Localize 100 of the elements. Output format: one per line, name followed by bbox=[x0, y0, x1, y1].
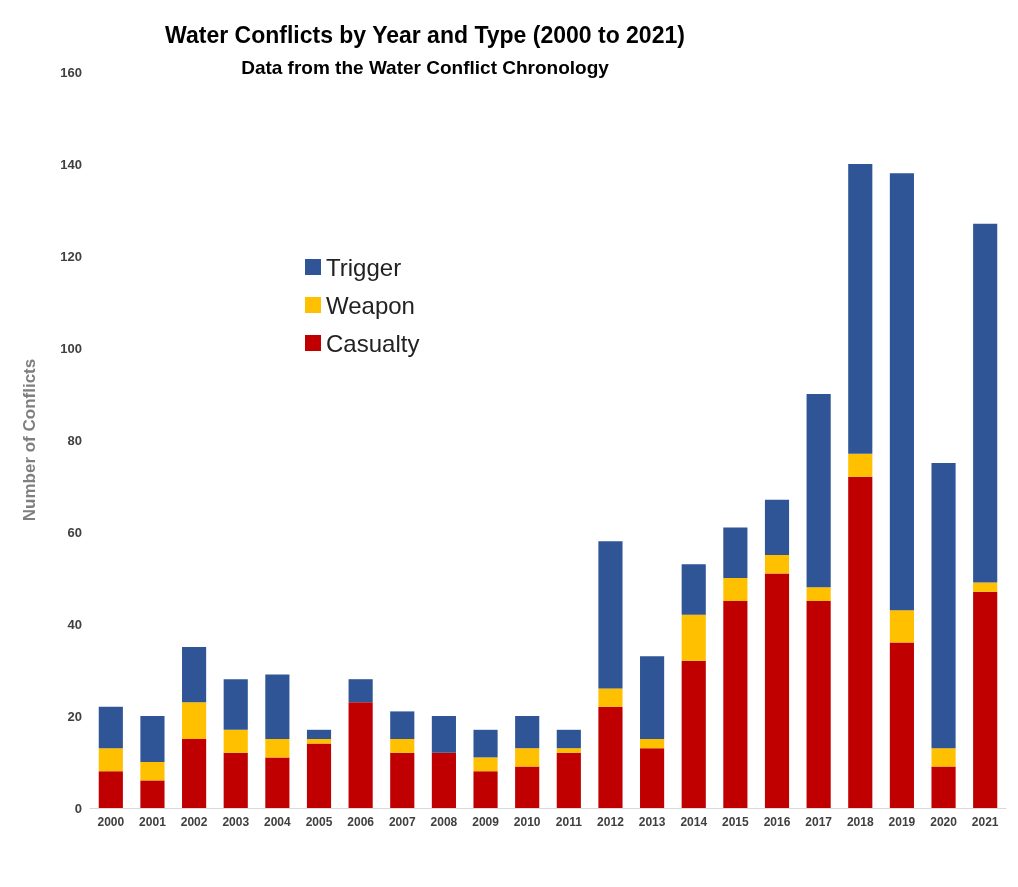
bar bbox=[973, 223, 998, 583]
bar bbox=[931, 463, 956, 749]
bar bbox=[806, 587, 831, 601]
bar bbox=[764, 555, 790, 574]
bar bbox=[182, 647, 207, 703]
bar bbox=[889, 610, 914, 643]
bar bbox=[98, 706, 123, 749]
x-tick-label: 2001 bbox=[139, 815, 167, 829]
bar bbox=[806, 601, 831, 808]
x-tick-label: 2002 bbox=[180, 815, 208, 829]
bar bbox=[182, 739, 207, 808]
bar bbox=[348, 702, 373, 808]
bar bbox=[348, 679, 373, 703]
x-tick-label: 2009 bbox=[472, 815, 500, 829]
chart-title: Water Conflicts by Year and Type (2000 to 2021) bbox=[165, 21, 685, 48]
x-tick-label: 2013 bbox=[638, 815, 666, 829]
bar bbox=[556, 752, 581, 808]
y-axis-title: Number of Conflicts bbox=[20, 358, 39, 522]
y-tick-label: 20 bbox=[67, 708, 82, 724]
bar bbox=[640, 739, 665, 749]
bar bbox=[973, 582, 998, 592]
x-tick-label: 2020 bbox=[930, 815, 958, 829]
bar bbox=[723, 601, 748, 808]
y-tick-label: 80 bbox=[67, 432, 82, 448]
bar bbox=[473, 757, 498, 772]
x-tick-label: 2014 bbox=[680, 815, 708, 829]
bar bbox=[640, 656, 665, 739]
bar bbox=[265, 739, 290, 758]
bar bbox=[390, 711, 415, 739]
x-tick-label: 2011 bbox=[555, 815, 583, 829]
y-tick-label: 160 bbox=[60, 64, 82, 80]
bar bbox=[306, 739, 332, 744]
bar bbox=[806, 394, 831, 588]
bar bbox=[223, 679, 248, 730]
x-tick-label: 2008 bbox=[430, 815, 458, 829]
x-tick-label: 2005 bbox=[305, 815, 333, 829]
bar bbox=[640, 748, 665, 808]
bar bbox=[223, 752, 248, 808]
bar bbox=[556, 729, 581, 749]
x-tick-label: 2003 bbox=[222, 815, 250, 829]
bar bbox=[681, 660, 706, 808]
bar bbox=[140, 762, 165, 781]
bar bbox=[473, 771, 498, 808]
bar bbox=[889, 642, 914, 808]
bar bbox=[390, 752, 415, 808]
bar bbox=[98, 771, 123, 808]
bar bbox=[265, 757, 290, 808]
bar bbox=[265, 674, 290, 739]
bar bbox=[223, 729, 248, 753]
y-tick-label: 40 bbox=[67, 616, 82, 632]
x-tick-label: 2007 bbox=[388, 815, 416, 829]
bar bbox=[473, 729, 498, 758]
bar bbox=[140, 716, 165, 762]
bar bbox=[598, 706, 623, 808]
bar bbox=[848, 164, 873, 454]
bar bbox=[390, 739, 415, 753]
bar bbox=[431, 752, 456, 808]
bar bbox=[931, 748, 956, 767]
x-tick-label: 2010 bbox=[513, 815, 541, 829]
x-tick-label: 2012 bbox=[597, 815, 625, 829]
bar bbox=[973, 591, 998, 808]
bar bbox=[681, 614, 706, 661]
legend-label: Casualty bbox=[326, 329, 420, 357]
bar bbox=[140, 780, 165, 808]
y-tick-label: 120 bbox=[60, 248, 82, 264]
bar bbox=[515, 766, 540, 808]
bar bbox=[598, 541, 623, 689]
y-tick-label: 60 bbox=[67, 524, 82, 540]
bar bbox=[598, 688, 623, 707]
y-tick-label: 0 bbox=[74, 800, 82, 816]
bar bbox=[764, 573, 790, 808]
bar bbox=[431, 716, 456, 753]
bar bbox=[931, 766, 956, 808]
bar bbox=[98, 748, 123, 772]
x-tick-label: 2004 bbox=[264, 815, 292, 829]
bar bbox=[182, 702, 207, 739]
x-tick-label: 2000 bbox=[97, 815, 125, 829]
bar bbox=[515, 748, 540, 767]
bar bbox=[764, 499, 790, 555]
bar bbox=[848, 453, 873, 477]
bar bbox=[306, 729, 332, 739]
x-tick-label: 2015 bbox=[722, 815, 750, 829]
bar bbox=[723, 578, 748, 601]
x-tick-label: 2018 bbox=[846, 815, 874, 829]
bar bbox=[889, 173, 914, 611]
x-tick-label: 2017 bbox=[805, 815, 833, 829]
bar bbox=[723, 527, 748, 578]
bar bbox=[848, 476, 873, 808]
x-tick-label: 2021 bbox=[971, 815, 999, 829]
bar bbox=[515, 716, 540, 749]
x-tick-label: 2019 bbox=[888, 815, 916, 829]
y-tick-label: 140 bbox=[60, 156, 82, 172]
bar bbox=[306, 743, 332, 808]
bar bbox=[556, 748, 581, 753]
legend-label: Trigger bbox=[326, 253, 402, 281]
y-tick-label: 100 bbox=[60, 340, 82, 356]
chart-subtitle: Data from the Water Conflict Chronology bbox=[241, 57, 610, 78]
legend-label: Weapon bbox=[326, 291, 415, 319]
x-tick-label: 2006 bbox=[347, 815, 375, 829]
bar bbox=[681, 564, 706, 615]
